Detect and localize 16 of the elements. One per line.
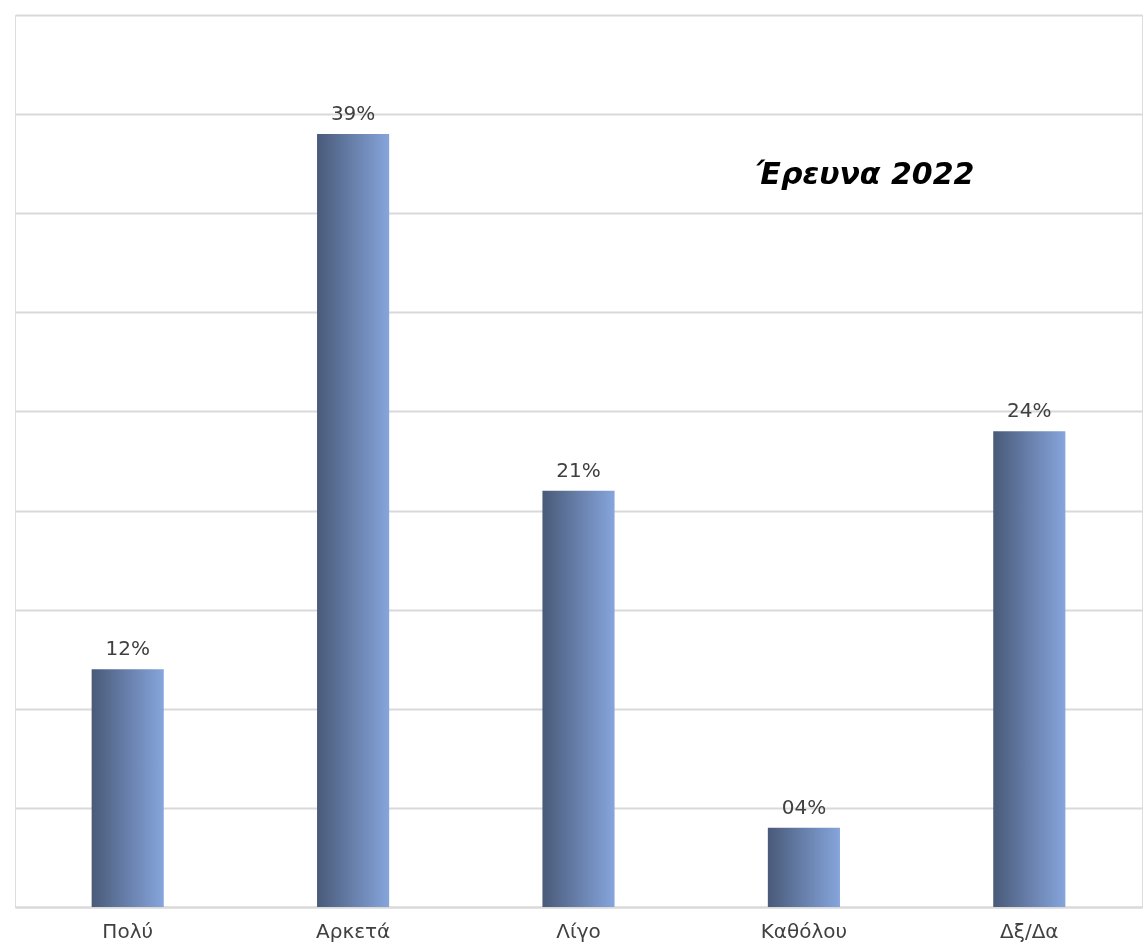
data-label: 21% [556,457,601,482]
data-label: 04% [781,794,827,819]
text: Έρευνα 2022 [755,156,975,191]
x-tick-label: Δξ/Δα [1000,918,1059,943]
x-tick-label: Πολύ [102,918,154,943]
bar [317,133,390,907]
bar [993,431,1066,907]
x-tick-label: Λίγο [556,918,601,943]
bar [542,490,615,907]
x-tick-label: Καθόλου [760,918,848,943]
bar [91,669,164,907]
data-label: 24% [1007,398,1052,423]
x-tick-label: Αρκετά [316,918,391,943]
data-label: 39% [330,100,376,125]
data-label: 12% [105,636,150,661]
bar [767,827,840,907]
